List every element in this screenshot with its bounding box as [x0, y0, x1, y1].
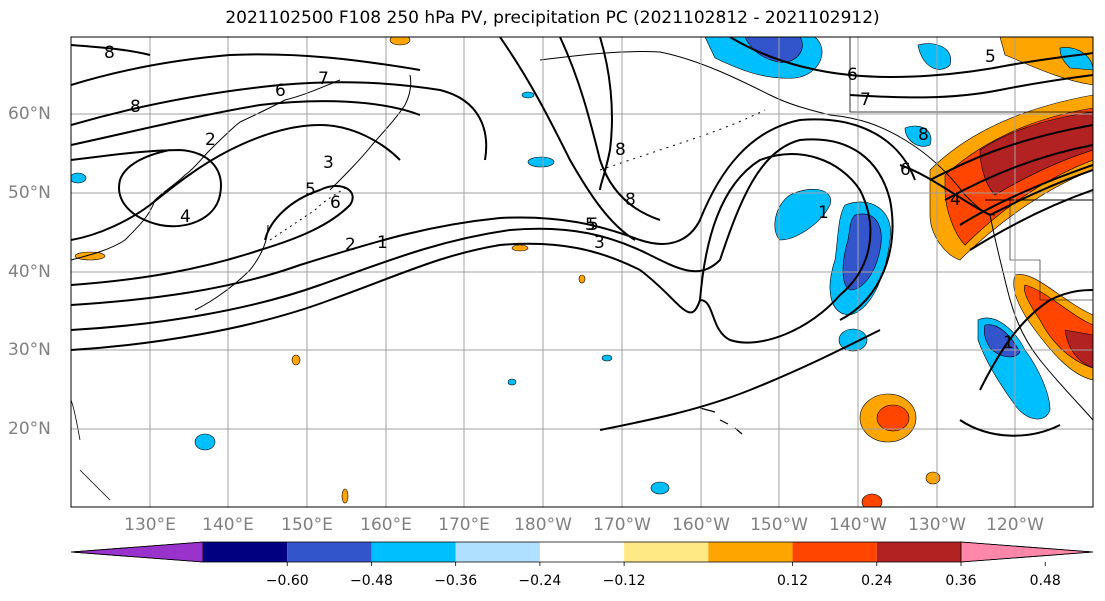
colorbar-tick-label: 0.24	[861, 573, 893, 589]
lon-label: 160°W	[672, 515, 730, 535]
map-panel: 8 7 6 8 2 3 5 6 4 2 1 5 8 8 5 3 1 8 6 4	[70, 36, 1094, 508]
colorbar-segment	[455, 542, 540, 562]
kamchatka	[329, 74, 412, 191]
contour-label: 3	[323, 153, 334, 173]
lon-label: 180°W	[514, 515, 572, 535]
lat-label-40: 40°N	[8, 262, 51, 282]
colorbar-segment	[539, 542, 625, 562]
colorbar-segment	[876, 542, 961, 562]
lat-label-30: 30°N	[8, 340, 51, 360]
contour-label: 4	[180, 207, 191, 227]
contour-label: 5	[985, 47, 996, 67]
contour-label: 1	[1003, 333, 1014, 353]
contour-label: 8	[130, 97, 141, 117]
colorbar-segment	[708, 542, 793, 562]
lon-label: 140°E	[202, 515, 254, 535]
figure-title: 2021102500 F108 250 hPa PV, precipitatio…	[225, 8, 880, 28]
pv-contours	[71, 37, 1093, 437]
contour-label: 1	[377, 233, 388, 253]
colorbar-segment	[624, 542, 709, 562]
contour-label: 6	[330, 193, 341, 213]
lon-label: 130°W	[908, 515, 966, 535]
contour-label: 3	[594, 233, 605, 253]
colorbar-tick-label: 0.48	[1029, 573, 1061, 589]
lon-label: 130°E	[124, 515, 176, 535]
contour-label: 6	[275, 81, 286, 101]
contour-label: 6	[847, 65, 858, 85]
lon-label: 160°E	[360, 515, 412, 535]
contour-label: 7	[318, 69, 329, 89]
lat-label-20: 20°N	[8, 419, 51, 439]
lat-label-50: 50°N	[8, 183, 51, 203]
contour-label: 4	[950, 190, 961, 210]
colorbar-tick-label: −0.48	[349, 573, 393, 589]
lat-label-60: 60°N	[8, 104, 51, 124]
lon-label: 150°E	[281, 515, 333, 535]
contour-label: 8	[615, 140, 626, 160]
contour-label: 8	[625, 190, 636, 210]
colorbar-segment	[287, 542, 372, 562]
contour-label: 6	[900, 160, 911, 180]
lon-label: 120°W	[986, 515, 1044, 535]
colorbar-tick-label: 0.12	[776, 573, 809, 589]
contour-labels: 8 7 6 8 2 3 5 6 4 2 1 5 8 8 5 3 1 8 6 4	[104, 43, 1014, 353]
colorbar-segment	[792, 542, 877, 562]
kurils	[269, 187, 346, 241]
colorbar-tick-label: −0.36	[434, 573, 478, 589]
colorbar-segment	[371, 542, 456, 562]
colorbar-tick-label: −0.24	[518, 573, 562, 589]
contour-label: 1	[818, 203, 829, 223]
colorbar-extend-low	[70, 541, 204, 563]
colorbar-tick-label: −0.12	[602, 573, 646, 589]
lon-label: 150°W	[750, 515, 808, 535]
colorbar-tick-label: −0.60	[265, 573, 309, 589]
colorbar-outline	[70, 541, 1094, 563]
colorbar-extend-high	[960, 541, 1094, 563]
lon-label: 170°E	[438, 515, 490, 535]
lon-label: 170°W	[593, 515, 651, 535]
na-coast	[989, 214, 1093, 421]
contour-label: 5	[305, 180, 316, 200]
map-frame	[70, 36, 1094, 508]
contour-label: 8	[918, 125, 929, 145]
contour-label: 8	[104, 43, 115, 63]
colorbar	[70, 541, 1094, 566]
contour-label: 5	[585, 215, 596, 235]
contour-label: 7	[860, 90, 871, 110]
lon-label: 140°W	[829, 515, 887, 535]
graticule	[71, 37, 1093, 507]
colorbar-tick-label: 0.36	[945, 573, 977, 589]
contour-label: 5	[588, 215, 599, 235]
contour-label: 2	[205, 130, 216, 150]
colorbar-segment	[203, 542, 288, 562]
contour-label: 2	[345, 235, 356, 255]
